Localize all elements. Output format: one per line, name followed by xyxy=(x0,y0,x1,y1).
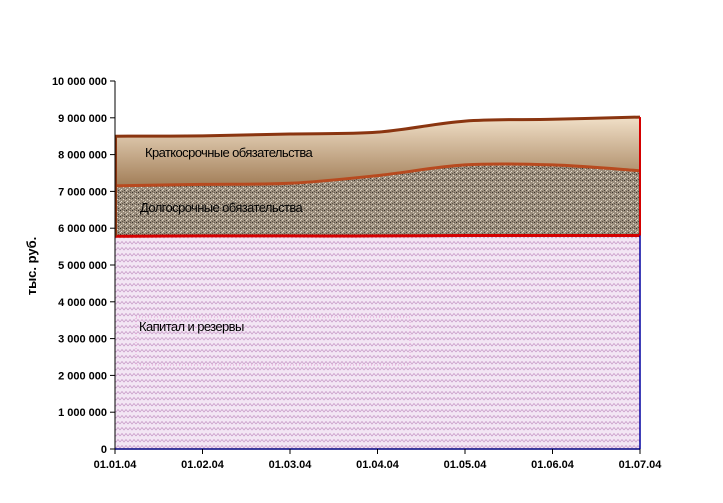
x-tick-label: 01.02.04 xyxy=(181,459,225,471)
series-area-short-term-liabilities xyxy=(115,117,640,186)
x-tick-label: 01.05.04 xyxy=(444,459,488,471)
x-tick-label: 01.04.04 xyxy=(356,459,400,471)
y-tick-label: 4 000 000 xyxy=(58,297,107,309)
annotation-short-term: Краткосрочные обязательства xyxy=(145,145,313,160)
y-tick-label: 3 000 000 xyxy=(58,334,107,346)
annotation-capital: Капитал и резервы xyxy=(139,319,244,334)
y-tick-label: 9 000 000 xyxy=(58,113,107,125)
y-axis-title: тыс. руб. xyxy=(24,237,39,296)
series-area-long-term-liabilities xyxy=(115,163,640,237)
x-tick-label: 01.03.04 xyxy=(269,459,313,471)
annotation-long-term: Долгосрочные обязательства xyxy=(140,200,303,215)
y-tick-label: 6 000 000 xyxy=(58,223,107,235)
y-tick-label: 1 000 000 xyxy=(58,407,107,419)
annotation-frame xyxy=(135,316,411,366)
y-tick-label: 5 000 000 xyxy=(58,260,107,272)
y-tick-label: 7 000 000 xyxy=(58,186,107,198)
y-tick-label: 2 000 000 xyxy=(58,370,107,382)
series-line-long-term-liabilities xyxy=(114,162,641,188)
y-tick-label: 10 000 000 xyxy=(52,76,107,88)
x-tick-label: 01.07.04 xyxy=(619,459,663,471)
x-tick-label: 01.06.04 xyxy=(531,459,575,471)
series-line-short-term-liabilities xyxy=(114,115,641,138)
y-tick-label: 0 xyxy=(101,444,107,456)
series-line-capital-reserves xyxy=(114,234,640,238)
y-tick-label: 8 000 000 xyxy=(58,150,107,162)
series-area-capital-reserves xyxy=(115,235,640,449)
x-tick-label: 01.01.04 xyxy=(94,459,138,471)
